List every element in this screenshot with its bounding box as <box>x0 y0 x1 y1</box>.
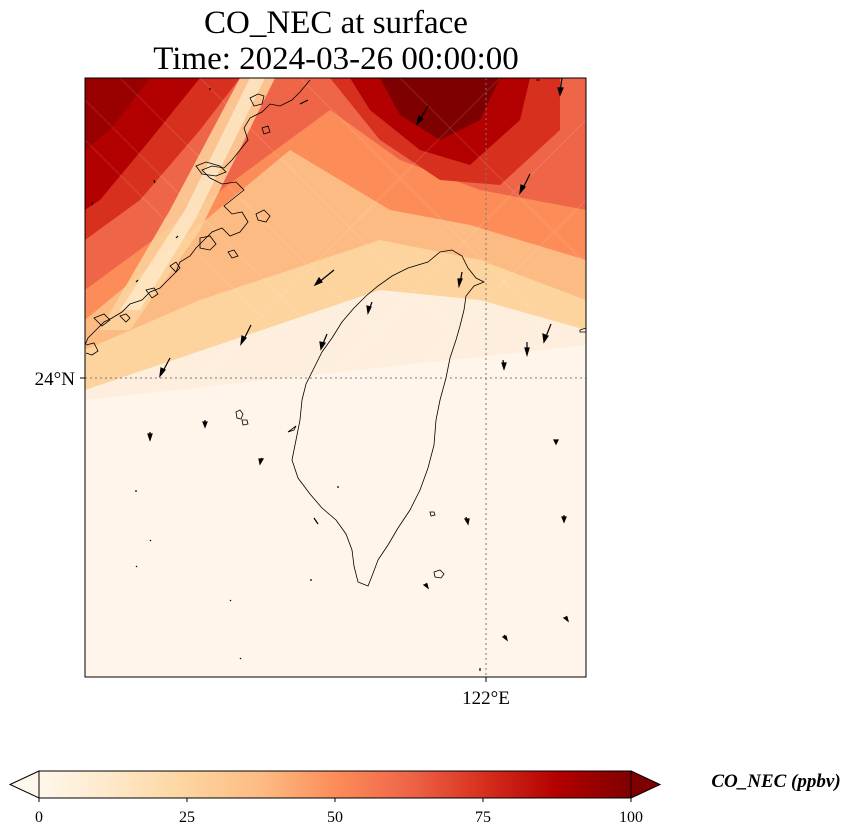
plot-title-line2: Time: 2024-03-26 00:00:00 <box>153 41 519 77</box>
colorbar-extend-min <box>8 770 40 799</box>
colorbar-gradient <box>39 771 631 798</box>
colorbar-tick-label-0: 0 <box>35 809 43 826</box>
colorbar-tick-label-100: 100 <box>619 809 643 826</box>
colorbar-tick-label-25: 25 <box>179 809 195 826</box>
wind-vectors <box>91 78 569 671</box>
concentration-field <box>85 78 586 677</box>
colorbar: 0 25 50 75 100 CO_NEC (ppbv) <box>8 770 841 826</box>
gridlines <box>85 78 586 677</box>
plot-title-line1: CO_NEC at surface <box>204 5 468 41</box>
colorbar-tick-label-75: 75 <box>475 809 491 826</box>
colorbar-extend-max <box>630 770 662 799</box>
china-coastline <box>85 79 311 346</box>
colorbar-label: CO_NEC (ppbv) <box>711 771 840 792</box>
colorbar-tick-label-50: 50 <box>327 809 343 826</box>
coastline <box>85 79 586 587</box>
taiwan-coastline <box>291 249 485 587</box>
lat-tick-label: 24°N <box>35 369 76 390</box>
lon-tick-label: 122°E <box>462 688 510 709</box>
